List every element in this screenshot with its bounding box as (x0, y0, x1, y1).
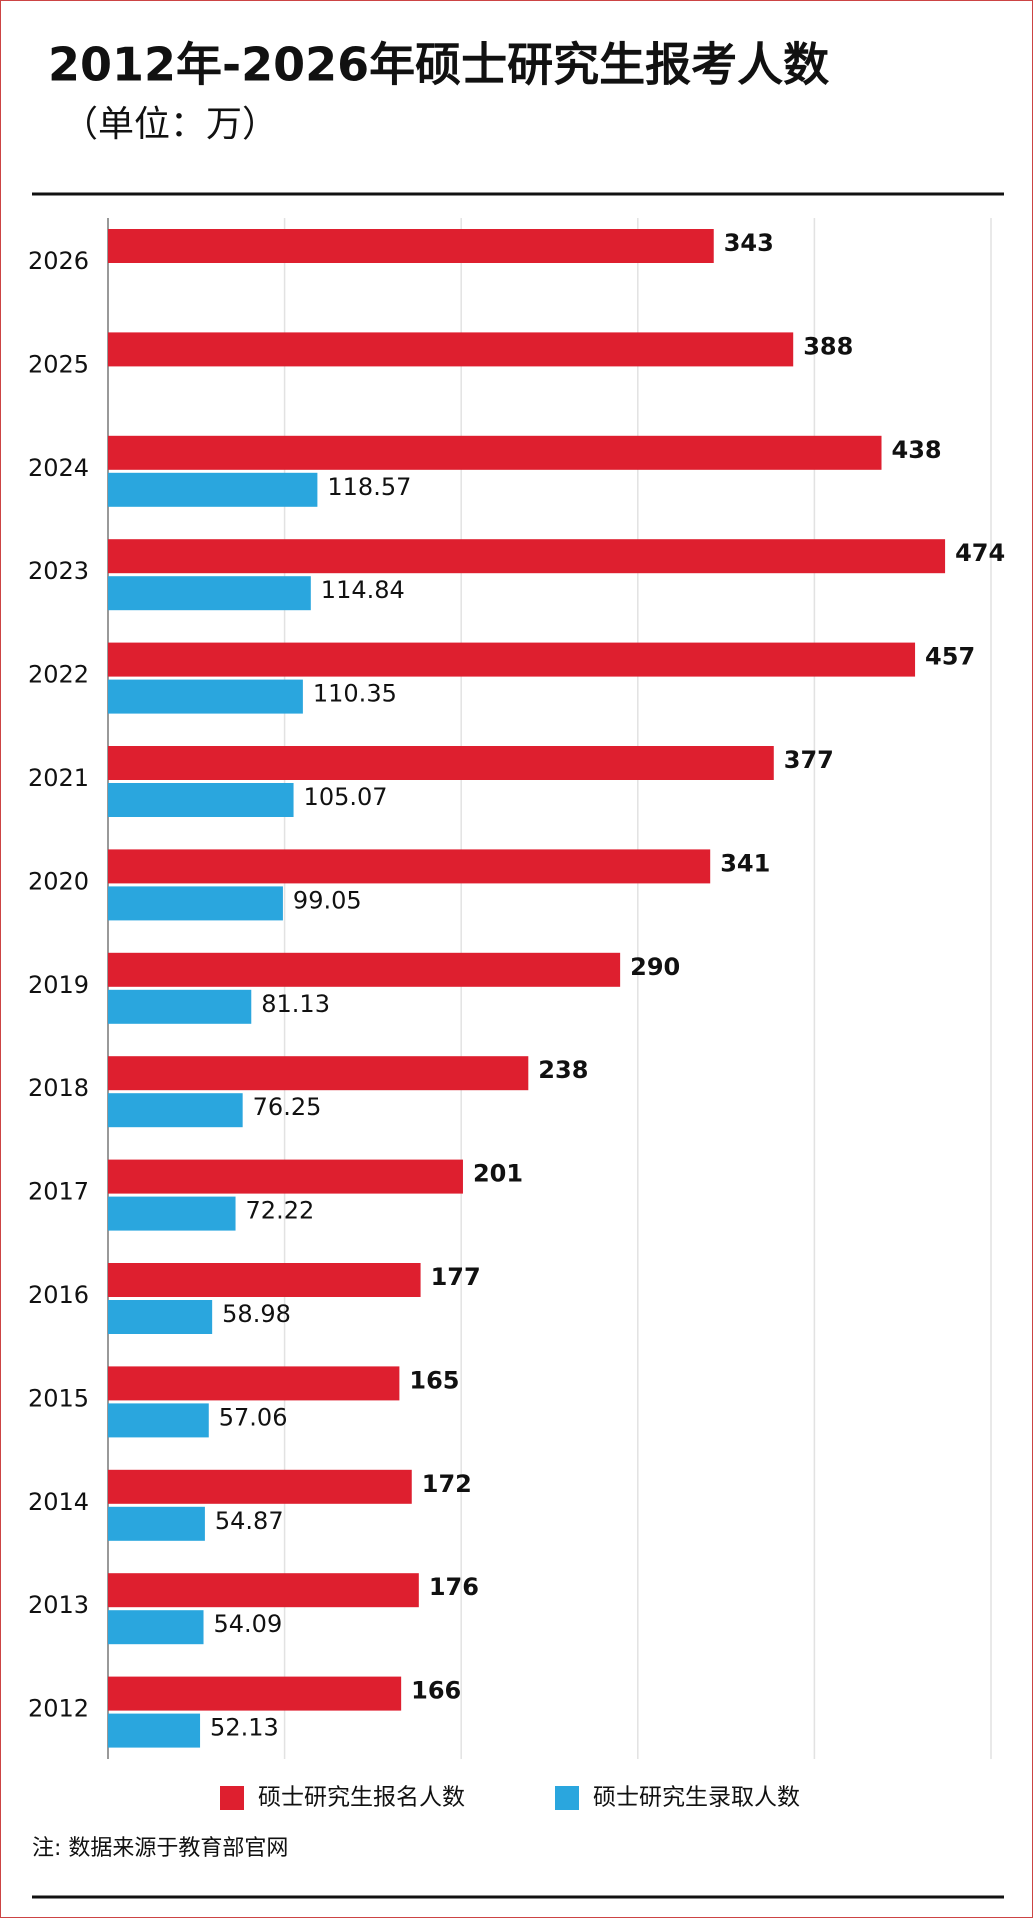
y-tick-label: 2013 (28, 1591, 89, 1619)
value-label: 54.09 (214, 1610, 283, 1638)
value-label: 290 (630, 953, 680, 981)
y-tick-label: 2015 (28, 1384, 89, 1412)
value-label: 377 (784, 746, 834, 774)
bar (108, 332, 794, 367)
y-tick-label: 2024 (28, 454, 89, 482)
bar (108, 1573, 419, 1608)
value-label: 474 (955, 539, 1005, 567)
value-label: 118.57 (327, 473, 411, 501)
legend-label: 硕士研究生录取人数 (593, 1785, 800, 1811)
bar (108, 1676, 402, 1711)
y-tick-label: 2025 (28, 350, 89, 378)
value-label: 201 (473, 1160, 523, 1188)
legend-swatch (220, 1786, 244, 1810)
value-label: 54.87 (215, 1507, 284, 1535)
y-tick-label: 2018 (28, 1074, 89, 1102)
value-label: 341 (720, 849, 770, 877)
value-label: 57.06 (219, 1403, 288, 1431)
legend-swatch (555, 1786, 579, 1810)
bar (108, 1403, 209, 1438)
y-tick-label: 2023 (28, 557, 89, 585)
value-label: 176 (429, 1573, 479, 1601)
value-label: 99.05 (293, 886, 362, 914)
value-label: 172 (422, 1470, 472, 1498)
bar (108, 1196, 236, 1231)
value-label: 110.35 (313, 680, 397, 708)
bar (108, 746, 774, 780)
y-tick-label: 2017 (28, 1178, 89, 1206)
value-label: 166 (411, 1677, 461, 1705)
y-tick-label: 2014 (28, 1488, 89, 1516)
bar (108, 539, 946, 574)
chart-title: 2012年-2026年硕士研究生报考人数 (48, 38, 829, 92)
value-label: 388 (803, 332, 853, 360)
chart-subtitle: （单位：万） (62, 104, 278, 145)
value-label: 457 (925, 643, 975, 671)
value-label: 58.98 (222, 1300, 291, 1328)
bar (108, 886, 283, 921)
bar (108, 229, 714, 263)
y-tick-label: 2022 (28, 661, 89, 689)
bar (108, 952, 621, 987)
bar (108, 576, 311, 611)
bar (108, 435, 882, 470)
bar (108, 1093, 243, 1128)
bar (108, 849, 711, 884)
value-label: 238 (538, 1056, 588, 1084)
bar (108, 1366, 400, 1401)
y-tick-label: 2021 (28, 764, 89, 792)
bar (108, 989, 252, 1024)
bar (108, 783, 294, 817)
value-label: 76.25 (253, 1093, 322, 1121)
value-label: 81.13 (261, 990, 330, 1018)
value-label: 72.22 (246, 1197, 315, 1225)
bar (108, 1056, 529, 1091)
bar (108, 642, 916, 677)
y-tick-label: 2019 (28, 971, 89, 999)
value-label: 114.84 (321, 576, 405, 604)
value-label: 165 (409, 1366, 459, 1394)
value-label: 438 (892, 436, 942, 464)
note: 注: 数据来源于教育部官网 (32, 1836, 288, 1861)
bar (108, 1506, 205, 1541)
y-tick-label: 2012 (28, 1695, 89, 1723)
y-tick-label: 2016 (28, 1281, 89, 1309)
value-label: 343 (724, 229, 774, 257)
legend-label: 硕士研究生报名人数 (258, 1785, 465, 1811)
y-tick-label: 2026 (28, 247, 89, 275)
value-label: 177 (431, 1263, 481, 1291)
bar (108, 679, 303, 714)
bar (108, 1263, 421, 1297)
y-tick-label: 2020 (28, 867, 89, 895)
bar (108, 1610, 204, 1645)
value-label: 105.07 (304, 783, 388, 811)
value-label: 52.13 (210, 1714, 279, 1742)
bar (108, 1300, 213, 1334)
bar (108, 1469, 412, 1504)
bar (108, 472, 318, 507)
bar (108, 1159, 463, 1194)
bar (108, 1713, 201, 1748)
